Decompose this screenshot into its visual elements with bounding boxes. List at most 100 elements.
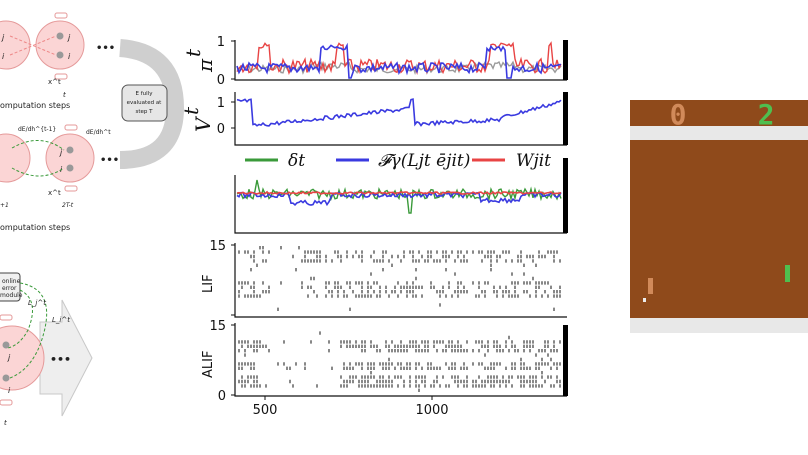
node-i-label: i bbox=[68, 52, 71, 61]
v-tick-1: 1 bbox=[217, 96, 225, 111]
pi-axis-label: π bbox=[193, 58, 217, 73]
delta-line bbox=[236, 179, 562, 214]
online-line-3: module bbox=[0, 292, 23, 299]
end-marker bbox=[563, 325, 568, 396]
signals-axes bbox=[234, 175, 567, 234]
recurrent-connections bbox=[9, 35, 57, 56]
backward-arrow bbox=[119, 39, 185, 169]
unit-j bbox=[56, 32, 64, 40]
step-label: t bbox=[63, 91, 66, 99]
left-paddle bbox=[648, 278, 653, 294]
pi-axis-sup: t bbox=[181, 48, 205, 57]
x-tick-500: 500 bbox=[253, 403, 278, 418]
neuron-circle bbox=[0, 133, 31, 183]
neuron-circle bbox=[35, 20, 85, 70]
forward-arrow bbox=[39, 299, 93, 417]
alif-raster-panel: 15 0 ALIF bbox=[201, 319, 568, 404]
legend: δt 𝓕γ(Ljt ējit) Wjit bbox=[245, 151, 551, 171]
output-slot bbox=[64, 124, 78, 131]
unit-j bbox=[66, 146, 74, 154]
alif-spikes bbox=[238, 331, 561, 392]
computation-steps-caption: omputation steps bbox=[0, 223, 70, 232]
unit-j bbox=[2, 341, 10, 349]
node-j-label: j bbox=[59, 148, 63, 157]
lif-spikes bbox=[238, 246, 561, 311]
right-paddle bbox=[785, 265, 790, 282]
v-axis-label: V bbox=[191, 115, 215, 132]
xt-label: x^t bbox=[48, 189, 61, 197]
ellipsis: ••• bbox=[100, 155, 119, 166]
court bbox=[630, 140, 808, 318]
learning-signals-panel bbox=[234, 158, 568, 234]
learning-signal-j: L_j^t bbox=[28, 299, 46, 307]
input-slot bbox=[0, 399, 13, 406]
unit-i bbox=[2, 374, 10, 382]
pong-game-screen: 0 2 bbox=[630, 98, 808, 333]
online-line-1: online bbox=[2, 278, 21, 285]
input-slot bbox=[64, 185, 78, 192]
online-error-module-box bbox=[0, 272, 21, 302]
pi-tick-0: 0 bbox=[217, 73, 225, 88]
node-j-label: j bbox=[67, 33, 71, 42]
score-left: 0 bbox=[670, 98, 687, 131]
legend-weight: Wjit bbox=[516, 151, 551, 171]
bottom-wall bbox=[630, 318, 808, 333]
learning-signal-i: L_i^t bbox=[52, 316, 70, 324]
weight-line bbox=[236, 190, 562, 195]
alif-tick-15: 15 bbox=[209, 319, 226, 334]
gradient-flow bbox=[11, 140, 65, 177]
policy-red-line bbox=[236, 41, 562, 76]
end-marker bbox=[563, 40, 568, 80]
neuron-circle bbox=[45, 133, 95, 183]
step-label: t bbox=[4, 419, 7, 427]
value-panel: 1 0 V t bbox=[179, 92, 568, 146]
alif-label: ALIF bbox=[201, 351, 216, 378]
ellipsis: ••• bbox=[50, 353, 71, 366]
lif-tick-15: 15 bbox=[209, 239, 226, 254]
value-axes bbox=[234, 92, 567, 146]
unit-i bbox=[56, 51, 64, 59]
output-slot bbox=[0, 314, 13, 321]
end-marker bbox=[563, 158, 568, 233]
value-blue-line bbox=[236, 98, 562, 127]
node-i-label: i bbox=[2, 52, 5, 61]
node-j-label: j bbox=[7, 353, 11, 362]
node-j-label: j bbox=[1, 33, 5, 42]
computation-graph-diagram: j i j i x^t t ••• omputation steps E ful… bbox=[0, 12, 185, 427]
online-line-2: error bbox=[2, 285, 17, 292]
legend-eligibility: 𝓕γ(Ljt ējit) bbox=[378, 151, 470, 171]
policy-axes bbox=[234, 40, 567, 81]
input-slot bbox=[54, 73, 68, 80]
activity-plots: 1 0 π t 1 0 V t δt 𝓕γ(Ljt ējit) bbox=[179, 35, 568, 418]
learning-signal-path bbox=[9, 282, 48, 379]
eval-line-2: evaluated at bbox=[127, 100, 163, 106]
x-tick-1000: 1000 bbox=[415, 403, 448, 418]
lif-axes bbox=[234, 243, 567, 318]
alif-axes bbox=[234, 323, 567, 397]
eval-line-1: E fully bbox=[136, 91, 154, 97]
gradient-label-right: dE/dh^t bbox=[86, 129, 111, 136]
neuron-circle bbox=[0, 325, 45, 391]
alif-tick-0: 0 bbox=[218, 389, 226, 404]
policy-blue-line bbox=[236, 42, 562, 79]
top-wall bbox=[630, 126, 808, 140]
computation-steps-caption: omputation steps bbox=[0, 101, 70, 110]
policy-panel: 1 0 π t bbox=[181, 35, 568, 88]
eval-line-3: step T bbox=[135, 109, 153, 115]
score-right: 2 bbox=[758, 98, 775, 131]
node-i-label: i bbox=[8, 386, 11, 395]
output-slot bbox=[54, 12, 68, 19]
lif-label: LIF bbox=[201, 274, 216, 293]
score-bar bbox=[630, 100, 808, 126]
legend-delta: δt bbox=[288, 151, 305, 171]
lif-raster-panel: 15 LIF bbox=[201, 239, 567, 318]
gradient-label-left: dE/dh^{t-1} bbox=[18, 126, 56, 133]
evaluation-box bbox=[121, 84, 168, 122]
ball bbox=[643, 298, 646, 302]
ellipsis: ••• bbox=[96, 43, 115, 54]
unit-i bbox=[66, 164, 74, 172]
pi-tick-1: 1 bbox=[217, 35, 225, 50]
xt-label: x^t bbox=[48, 78, 61, 86]
v-tick-0: 0 bbox=[217, 122, 225, 137]
v-axis-sup: t bbox=[179, 106, 203, 115]
